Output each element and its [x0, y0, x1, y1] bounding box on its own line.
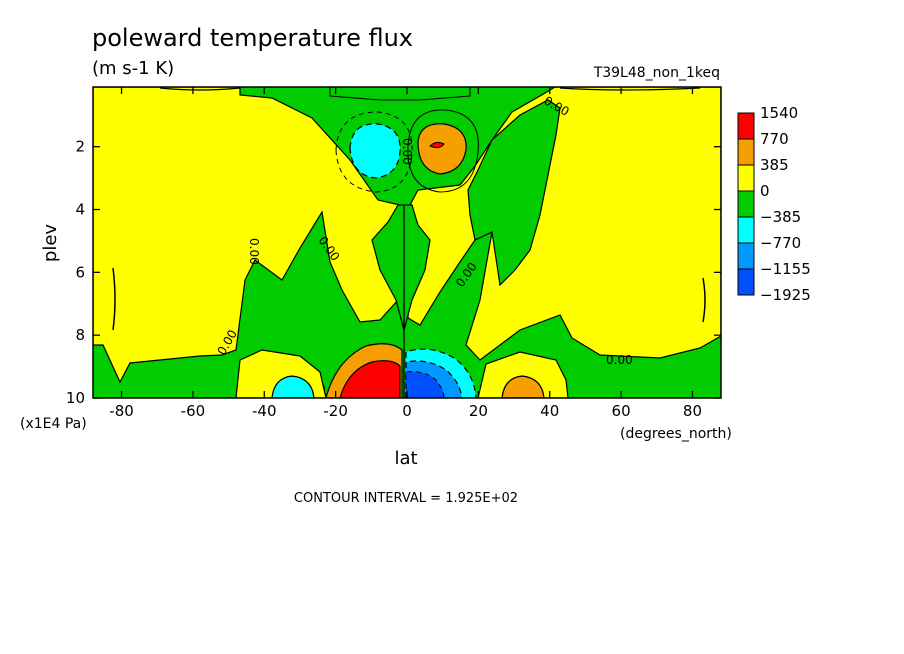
- legend-label: −1925: [760, 286, 811, 304]
- x-unit-label: (degrees_north): [620, 426, 732, 442]
- contour-label: 0.00: [606, 353, 633, 367]
- contour-polar-south: [112, 267, 116, 331]
- field-green-upper-east: [467, 99, 561, 287]
- contour-label: 0.00: [400, 138, 414, 165]
- legend-label: 0: [760, 182, 770, 200]
- contour-top: [159, 87, 701, 91]
- field-green-center: [371, 204, 431, 333]
- legend-label: 385: [760, 156, 789, 174]
- neg-lower-darkblue: [405, 371, 445, 398]
- x-tick-label: 40: [540, 402, 559, 420]
- legend-swatch: [737, 138, 755, 166]
- pos-lower-red: [339, 360, 401, 398]
- legend-swatch: [737, 112, 755, 140]
- chart-units: (m s-1 K): [92, 58, 174, 79]
- pos-upper-contour: [407, 109, 479, 193]
- legend-swatch: [737, 190, 755, 218]
- y-tick-label: 6: [75, 263, 85, 281]
- y-tick-label: 4: [75, 201, 85, 219]
- run-label: T39L48_non_1keq: [593, 65, 720, 81]
- pos-upper-core: [429, 141, 445, 149]
- legend-swatch: [737, 242, 755, 270]
- x-axis: -80 -60 -40 -20 0 20 40 60 80: [109, 87, 702, 420]
- contour-polar-north: [702, 277, 706, 323]
- field-yellow-lower-left: [235, 349, 327, 398]
- chart-title: poleward temperature flux: [92, 24, 413, 52]
- field-yellow-west: [93, 87, 401, 384]
- y-tick-label: 2: [75, 138, 85, 156]
- neg-upper-cyan: [349, 123, 401, 179]
- x-tick-label: -60: [181, 402, 206, 420]
- field-green-top: [329, 87, 471, 101]
- x-tick-label: 60: [612, 402, 631, 420]
- legend-swatch: [737, 164, 755, 192]
- contour-field: [93, 87, 721, 398]
- legend-label: −1155: [760, 260, 811, 278]
- color-legend: 1540 770 385 0 −385 −770 −1155 −1925: [737, 104, 811, 304]
- pos-upper-orange: [417, 123, 467, 175]
- x-axis-label: lat: [394, 448, 417, 469]
- field-yellow-lower-right: [477, 351, 569, 398]
- legend-swatch-min: [737, 268, 755, 296]
- y-axis: 2 4 6 8 10: [66, 138, 721, 407]
- x-tick-label: 80: [683, 402, 702, 420]
- legend-label: −770: [760, 234, 801, 252]
- x-tick-label: -40: [252, 402, 277, 420]
- y-tick-label: 8: [75, 326, 85, 344]
- x-tick-label: 0: [402, 402, 412, 420]
- legend-label: 770: [760, 130, 789, 148]
- y-tick-label: 10: [66, 389, 85, 407]
- legend-label: 1540: [760, 104, 798, 122]
- contour-interval-note: CONTOUR INTERVAL = 1.925E+02: [294, 491, 518, 506]
- y-unit-label: (x1E4 Pa): [20, 416, 87, 432]
- x-tick-label: 20: [469, 402, 488, 420]
- contour-label: 0.00: [247, 238, 261, 265]
- legend-swatch: [737, 216, 755, 244]
- legend-label: −385: [760, 208, 801, 226]
- x-tick-label: -20: [323, 402, 348, 420]
- y-axis-label: plev: [40, 224, 61, 263]
- x-tick-label: -80: [109, 402, 134, 420]
